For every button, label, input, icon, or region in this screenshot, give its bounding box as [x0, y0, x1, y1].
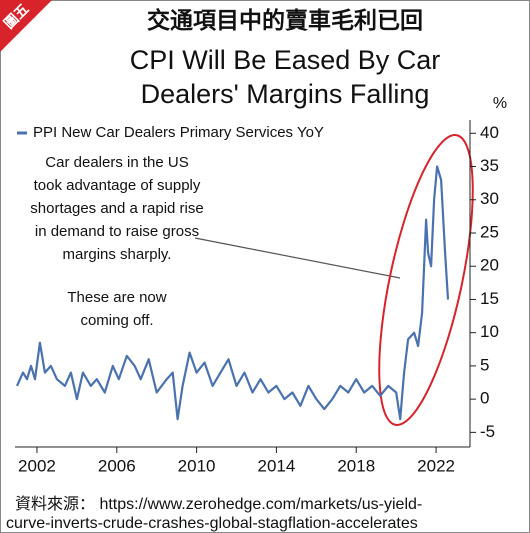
legend-label: PPI New Car Dealers Primary Services YoY	[33, 124, 324, 141]
annotation: in demand to raise gross	[35, 223, 199, 240]
y-tick-label: 30	[480, 189, 499, 208]
x-tick-label: 2018	[337, 456, 375, 475]
y-tick-label: -5	[480, 422, 495, 441]
x-tick-label: 2010	[178, 456, 216, 475]
x-tick-label: 2022	[417, 456, 455, 475]
y-tick-label: 10	[480, 322, 499, 341]
annotation: took advantage of supply	[34, 177, 201, 194]
subtitle: CPI Will Be Eased By Car	[130, 45, 441, 75]
annotation: coming off.	[80, 312, 153, 329]
y-tick-label: 0	[480, 389, 489, 408]
chart-title: 交通項目中的賣車毛利已回	[147, 7, 423, 33]
source: curve-inverts-crude-crashes-global-stagf…	[6, 515, 418, 532]
subtitle: Dealers' Margins Falling	[141, 79, 430, 109]
data-line	[15, 165, 450, 421]
annotation: shortages and a rapid rise	[30, 200, 203, 217]
y-tick-label: 35	[480, 156, 499, 175]
y-tick-label: 40	[480, 123, 499, 142]
source: 資料來源： https://www.zerohedge.com/markets/…	[15, 495, 422, 513]
y-tick-label: 25	[480, 222, 499, 241]
annotation: These are now	[67, 289, 166, 306]
y-tick-label: 15	[480, 289, 499, 308]
x-tick-label: 2014	[258, 456, 296, 475]
annotation-arrow	[194, 237, 401, 279]
x-tick-label: 2002	[18, 456, 56, 475]
highlight-ellipse	[378, 134, 474, 426]
y-tick-label: 5	[480, 355, 489, 374]
annotation: Car dealers in the US	[45, 154, 188, 171]
y-tick-label: 20	[480, 256, 499, 275]
x-tick-label: 2006	[98, 456, 136, 475]
tag-banner	[0, 0, 52, 52]
y-unit: %	[493, 95, 507, 112]
annotation: margins sharply.	[63, 246, 172, 263]
